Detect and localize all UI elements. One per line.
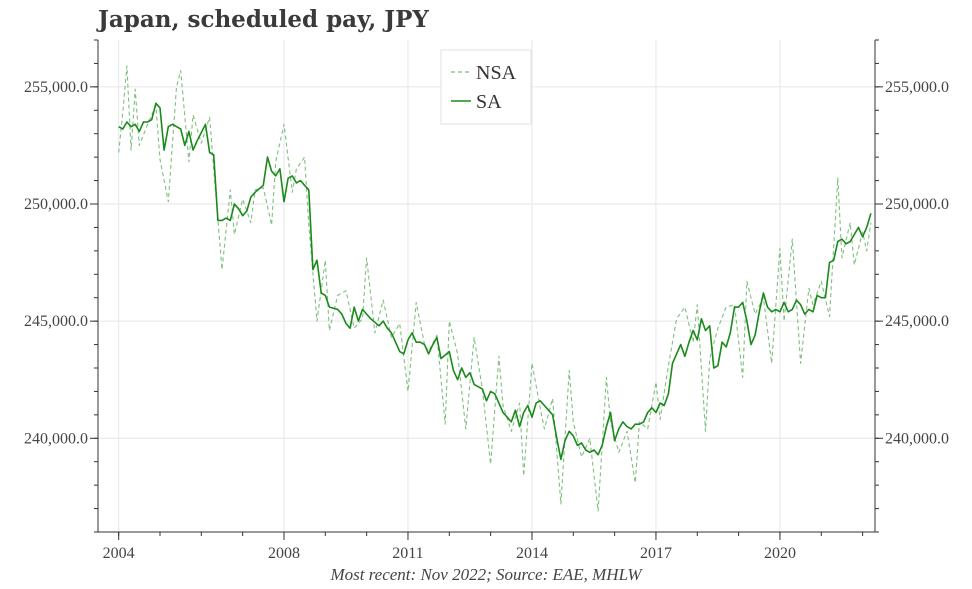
source-footnote: Most recent: Nov 2022; Source: EAE, MHLW xyxy=(330,565,642,584)
x-tick-label: 2008 xyxy=(268,545,300,562)
x-tick-label: 2004 xyxy=(103,545,135,562)
y-tick-label-right: 255,000.0 xyxy=(885,79,949,96)
x-tick-label: 2014 xyxy=(516,545,548,562)
legend-label-nsa: NSA xyxy=(476,62,517,84)
y-tick-label-right: 240,000.0 xyxy=(885,430,949,447)
chart-title: Japan, scheduled pay, JPY xyxy=(98,6,429,33)
y-tick-label-right: 250,000.0 xyxy=(885,196,949,213)
legend: NSA SA xyxy=(440,49,532,125)
y-tick-label-right: 245,000.0 xyxy=(885,313,949,330)
y-tick-label-left: 255,000.0 xyxy=(24,79,88,96)
y-tick-label-left: 250,000.0 xyxy=(24,196,88,213)
legend-box xyxy=(440,49,532,125)
x-tick-label: 2020 xyxy=(764,545,796,562)
series-layer xyxy=(118,65,872,512)
series-line-nsa xyxy=(118,65,872,512)
x-tick-label: 2017 xyxy=(640,545,672,562)
series-line-sa xyxy=(118,102,872,461)
axes: 240,000.0 240,000.0 245,000.0 245,000.0 250,… xyxy=(24,39,949,562)
y-tick-label-left: 245,000.0 xyxy=(24,313,88,330)
legend-label-sa: SA xyxy=(476,91,502,113)
y-tick-label-left: 240,000.0 xyxy=(24,430,88,447)
x-tick-label: 2011 xyxy=(392,545,423,562)
